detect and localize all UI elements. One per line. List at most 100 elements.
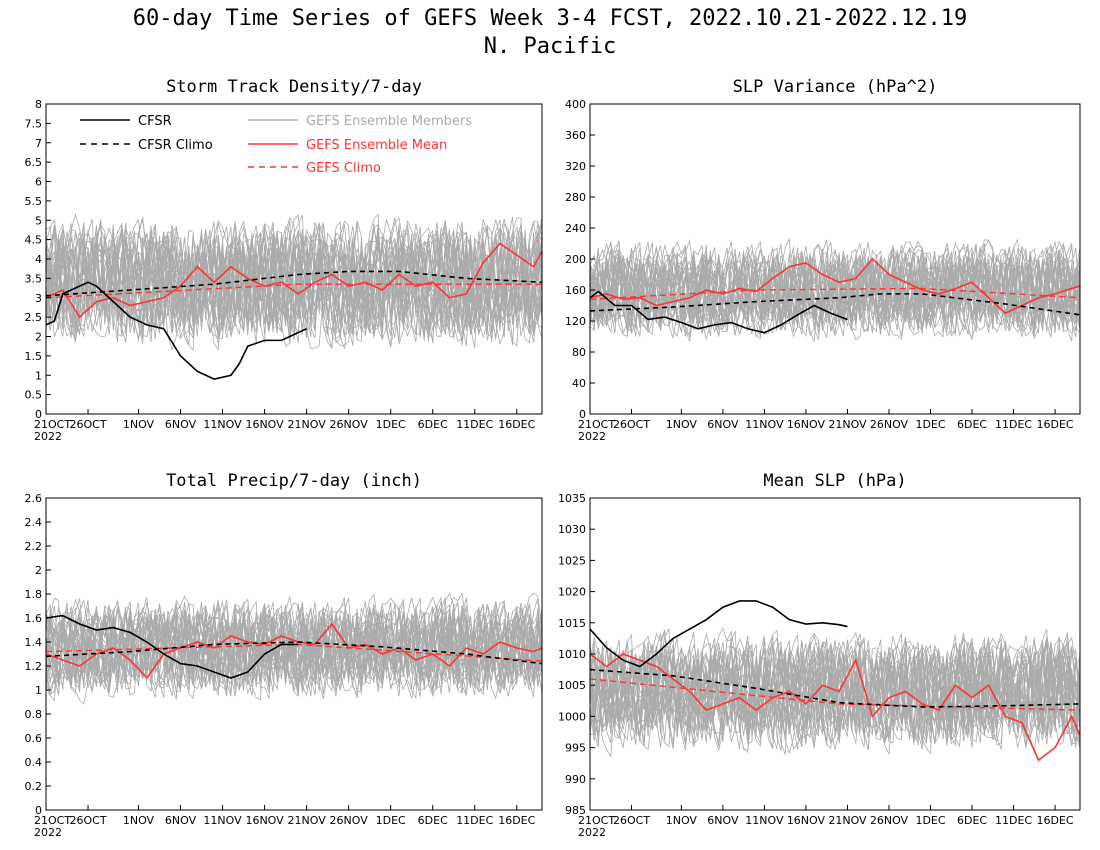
panel3-ytick-label: 0.8 xyxy=(25,708,43,721)
panel3-xtick-label: 6NOV xyxy=(165,814,197,827)
panel2-gefs-climo-line xyxy=(589,287,1081,300)
panel3-ytick-label: 1 xyxy=(35,684,42,697)
panel4-cfsr-line xyxy=(589,600,848,668)
panel3-ytick-label: 1.2 xyxy=(25,660,43,673)
panel3-xtick-label: 26NOV xyxy=(330,814,369,827)
panel1-ytick-label: 1.5 xyxy=(25,350,43,363)
panel4-ensemble-member xyxy=(589,628,1081,744)
panel2-xtick-label: 16DEC xyxy=(1037,418,1074,431)
panel3-ytick-label: 1.4 xyxy=(25,636,43,649)
panel2-xtick-label: 26OCT xyxy=(613,418,650,431)
panel2-ytick-label: 0 xyxy=(579,408,586,421)
panel1-ytick-label: 6.5 xyxy=(25,156,43,169)
panel4-ensemble-member xyxy=(589,632,1081,748)
panel4-xtick-label: 1NOV xyxy=(666,814,698,827)
panel2-xtick-label: 11DEC xyxy=(995,418,1032,431)
panel3-ytick-label: 1.8 xyxy=(25,588,43,601)
panel1-xtick-label: 1NOV xyxy=(123,418,155,431)
panel3-frame xyxy=(45,497,543,811)
panel3-xtick-label: 1DEC xyxy=(376,814,406,827)
panel3-ytick-label: 2.6 xyxy=(25,492,43,505)
panel1-ytick-label: 7 xyxy=(35,137,42,150)
panel2-xtick-label: 11NOV xyxy=(745,418,784,431)
panel1-xtick-label: 6DEC xyxy=(418,418,448,431)
legend-label-members: GEFS Ensemble Members xyxy=(306,114,472,129)
panel3-title: Total Precip/7-day (inch) xyxy=(166,471,422,491)
panel1-ytick-label: 0.5 xyxy=(25,389,43,402)
panel3-xtick-label: 21NOV xyxy=(288,814,327,827)
panel4-ytick-label: 1010 xyxy=(558,648,586,661)
panel1-ensemble-member xyxy=(45,222,543,349)
panel1-xtick-label: 16DEC xyxy=(498,418,535,431)
panel3-ytick-label: 0.2 xyxy=(25,780,43,793)
panel3-xtick-label: 16NOV xyxy=(245,814,284,827)
panel3-ensemble-member xyxy=(45,596,543,695)
legend-label-cfsr-climo: CFSR Climo xyxy=(138,138,213,153)
panel3-ensemble-member xyxy=(45,600,543,694)
panel3-xtick-label: 26OCT xyxy=(70,814,107,827)
panel1-year-label: 2022 xyxy=(34,430,62,443)
panel3-cfsr-climo-line xyxy=(45,641,543,665)
panel4-xtick-label: 16NOV xyxy=(787,814,826,827)
legend-label-gefs-climo: GEFS Climo xyxy=(306,161,381,176)
panel3-xtick-label: 6DEC xyxy=(418,814,448,827)
panel3-ensemble-member xyxy=(45,596,543,697)
panel1-title: Storm Track Density/7-day xyxy=(166,77,422,97)
panel4-xtick-label: 21OCT xyxy=(578,814,615,827)
panel1-ytick-label: 7.5 xyxy=(25,117,43,130)
panel3-xtick-label: 11NOV xyxy=(203,814,242,827)
panel1-ytick-label: 2 xyxy=(35,331,42,344)
panel1-gefs-mean-line xyxy=(45,242,543,319)
panel2-ytick-label: 320 xyxy=(565,160,586,173)
panel1-xtick-label: 26OCT xyxy=(70,418,107,431)
panel2-ytick-label: 80 xyxy=(572,346,586,359)
panel3-cfsr-line xyxy=(45,614,299,679)
panel2-ytick-label: 360 xyxy=(565,129,586,142)
panel4-ytick-label: 985 xyxy=(565,804,586,817)
panel4-ytick-label: 1025 xyxy=(558,554,586,567)
panel1-ytick-label: 6 xyxy=(35,176,42,189)
panel3-ytick-label: 2.2 xyxy=(25,540,43,553)
panel4-xtick-label: 16DEC xyxy=(1037,814,1074,827)
panel1-ensemble-member xyxy=(45,219,543,342)
panel4-xtick-label: 26NOV xyxy=(870,814,909,827)
panel3-ensemble-member xyxy=(45,603,543,697)
panel2-ensemble-member xyxy=(589,239,1081,338)
panel2-ytick-label: 120 xyxy=(565,315,586,328)
panel3-ytick-label: 2 xyxy=(35,564,42,577)
panel1-ytick-label: 1 xyxy=(35,369,42,382)
panel1-ytick-label: 5 xyxy=(35,214,42,227)
panel2-ytick-label: 200 xyxy=(565,253,586,266)
panel2-cfsr-climo-line xyxy=(589,293,1081,316)
panel4-ytick-label: 1015 xyxy=(558,617,586,630)
panel4-gefs-climo-line xyxy=(589,678,1081,711)
panel4-title: Mean SLP (hPa) xyxy=(763,471,906,491)
panel4-ytick-label: 995 xyxy=(565,742,586,755)
panel4-ensemble-member xyxy=(589,636,1080,752)
panel3-ensemble-member xyxy=(45,598,543,699)
panel1-gefs-climo-line xyxy=(45,283,542,299)
panel4-year-label: 2022 xyxy=(578,826,606,839)
panel3-ytick-label: 0.4 xyxy=(25,756,43,769)
panel1-ensemble-member xyxy=(45,220,543,338)
panel2-ensemble-member xyxy=(589,239,1081,336)
panel4-xtick-label: 21NOV xyxy=(828,814,867,827)
panel1-ytick-label: 8 xyxy=(35,98,42,111)
panel4-ytick-label: 1035 xyxy=(558,492,586,505)
panel4-xtick-label: 26OCT xyxy=(613,814,650,827)
panel1-cfsr-line xyxy=(45,281,307,380)
panel4-ytick-label: 990 xyxy=(565,773,586,786)
panel1-ytick-label: 4.5 xyxy=(25,234,43,247)
panel4-cfsr-climo-line xyxy=(589,668,1081,708)
panel4-xtick-label: 1DEC xyxy=(915,814,945,827)
panel4-ytick-label: 1005 xyxy=(558,679,586,692)
panel4-gefs-mean-line xyxy=(589,653,1081,762)
panel3-ytick-label: 1.6 xyxy=(25,612,43,625)
panel2-cfsr-line xyxy=(589,290,848,334)
panel2-ytick-label: 40 xyxy=(572,377,586,390)
panel2-year-label: 2022 xyxy=(578,430,606,443)
panel3-xtick-label: 16DEC xyxy=(498,814,535,827)
panel3-ytick-label: 0.6 xyxy=(25,732,43,745)
panel2-xtick-label: 1NOV xyxy=(666,418,698,431)
